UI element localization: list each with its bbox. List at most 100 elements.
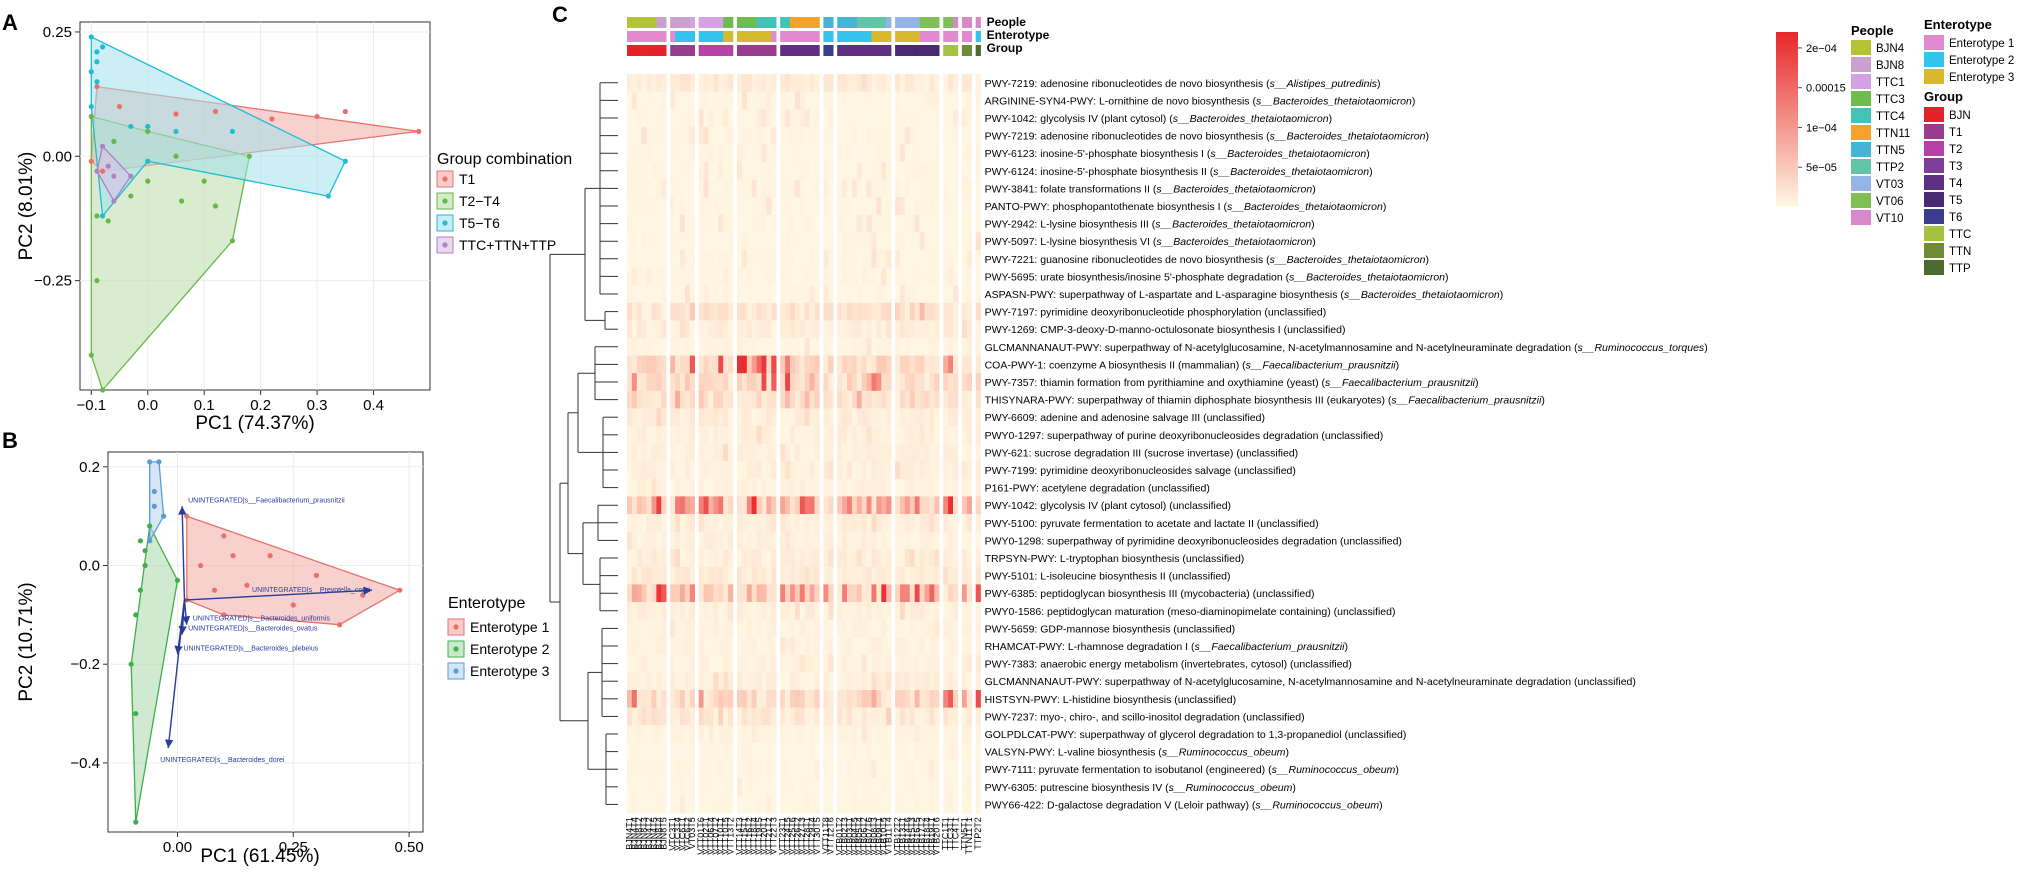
heatmap-cell — [900, 707, 906, 726]
heatmap-cell — [746, 232, 752, 251]
heatmap-cell — [961, 672, 968, 691]
heatmap-cell — [847, 91, 853, 110]
heatmap-cell — [895, 654, 901, 673]
heatmap-cell — [785, 355, 791, 374]
heatmap-cell — [948, 126, 954, 145]
heatmap-cell — [966, 742, 972, 761]
heatmap-cell — [809, 690, 815, 708]
heatmap-cell — [809, 373, 815, 392]
heatmap-cell — [689, 637, 695, 656]
heatmap-cell — [909, 144, 915, 163]
heatmap-cell — [847, 584, 853, 603]
heatmap-cell — [785, 267, 791, 286]
heatmap-cell — [780, 760, 786, 779]
panel-label-c: C — [552, 2, 568, 27]
data-point — [88, 69, 94, 75]
heatmap-cell — [751, 214, 757, 233]
heatmap-cell — [828, 320, 834, 339]
heatmap-cell — [900, 514, 906, 532]
heatmap-cell — [703, 390, 709, 409]
heatmap-cell — [746, 267, 752, 286]
heatmap-cell — [828, 91, 834, 110]
heatmap-cell — [756, 478, 762, 497]
heatmap-cell — [909, 285, 915, 304]
heatmap-cell — [828, 443, 834, 462]
row-label: PWY-5659: GDP-mannose biosynthesis (uncl… — [985, 623, 1236, 635]
heatmap-cell — [737, 795, 743, 814]
legend-key-point — [442, 198, 448, 204]
heatmap-cell — [804, 144, 810, 163]
heatmap-cell — [876, 725, 882, 744]
row-label-tail: ) — [1312, 236, 1316, 248]
heatmap-cell — [718, 549, 724, 568]
heatmap-cell — [689, 91, 695, 110]
heatmap-cell — [847, 619, 853, 638]
heatmap-cell — [737, 637, 743, 656]
heatmap-cell — [924, 390, 930, 409]
heatmap-cell — [651, 162, 657, 180]
heatmap-cell — [756, 338, 762, 356]
heatmap-cell — [651, 144, 657, 163]
heatmap-cell — [924, 126, 930, 145]
heatmap-cell — [646, 496, 652, 515]
heatmap-cell — [751, 91, 757, 110]
heatmap-cell — [780, 619, 786, 638]
heatmap-cell — [646, 109, 652, 128]
group-annotation-cell — [790, 45, 796, 56]
heatmap-cell — [661, 461, 667, 480]
heatmap-cell — [929, 566, 935, 585]
heatmap-cell — [718, 408, 724, 427]
heatmap-cell — [804, 443, 810, 462]
heatmap-cell — [670, 637, 676, 656]
heatmap-cell — [675, 338, 681, 356]
heatmap-cell — [837, 126, 843, 145]
enterotype-annotation-cell — [948, 31, 954, 42]
legend-label: VT10 — [1876, 213, 1904, 225]
legend-key-point — [453, 668, 459, 674]
enterotype-annotation-cell — [900, 31, 906, 42]
row-label-species: s__Bacteroides_thetaiotaomicron — [1210, 148, 1366, 160]
heatmap-cell — [837, 109, 843, 128]
heatmap-cell — [771, 654, 777, 673]
heatmap-cell — [886, 109, 892, 128]
heatmap-cell — [670, 531, 676, 550]
group-annotation-cell — [904, 45, 911, 56]
heatmap-cell — [900, 461, 906, 480]
heatmap-cell — [934, 285, 940, 304]
heatmap-cell — [871, 338, 877, 356]
people-annotation-cell — [895, 17, 901, 28]
heatmap-cell — [842, 74, 848, 92]
heatmap-cell — [851, 250, 858, 268]
panel-b-y-label: PC2 (10.71%) — [16, 582, 37, 701]
heatmap-cell — [881, 443, 887, 462]
heatmap-cell — [895, 302, 901, 321]
heatmap-cell — [895, 672, 901, 691]
heatmap-cell — [785, 74, 791, 92]
heatmap-cell — [876, 549, 882, 568]
heatmap-cell — [636, 408, 642, 427]
heatmap-cell — [847, 514, 853, 532]
heatmap-cell — [670, 91, 676, 110]
heatmap-cell — [953, 637, 959, 656]
heatmap-cell — [948, 778, 954, 796]
legend-swatch — [1924, 175, 1944, 190]
heatmap-cell — [799, 144, 805, 163]
heatmap-cell — [718, 302, 724, 321]
column-label: VTT01T6 — [696, 817, 706, 855]
heatmap-cell — [737, 725, 743, 744]
heatmap-cell — [756, 637, 762, 656]
heatmap-cell — [975, 144, 981, 163]
heatmap-cell — [723, 74, 729, 92]
row-label: PWY-621: sucrose degradation III (sucros… — [985, 447, 1299, 459]
heatmap-cell — [641, 443, 647, 462]
heatmap-cell — [861, 654, 867, 673]
heatmap-cell — [895, 320, 901, 339]
heatmap-cell — [703, 707, 709, 726]
heatmap-cell — [713, 338, 719, 356]
heatmap-cell — [675, 408, 681, 427]
data-point — [128, 123, 134, 130]
heatmap-cell — [641, 302, 647, 321]
heatmap-cell — [641, 566, 647, 585]
heatmap-cell — [680, 514, 686, 532]
heatmap-cell — [943, 109, 949, 128]
